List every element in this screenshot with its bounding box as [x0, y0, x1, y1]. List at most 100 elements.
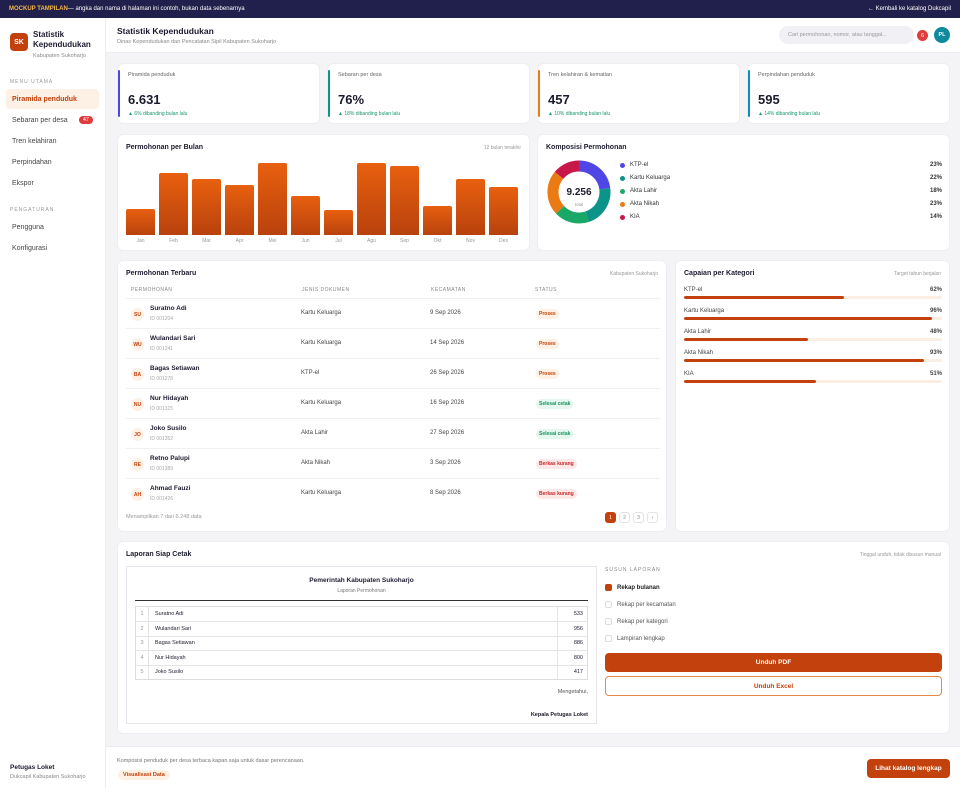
print-report-card: Laporan Siap Cetak Tinggal unduh, tidak …: [117, 541, 950, 734]
table-row[interactable]: AH Ahmad Fauzi ID 001426 Kartu Keluarga 8 Se…: [126, 478, 660, 508]
bar-mei[interactable]: [258, 163, 287, 235]
achievement-title: Capaian per Kategori: [684, 270, 755, 277]
bar-jan[interactable]: [126, 209, 155, 235]
table-row[interactable]: SU Suratno Adi ID 001204 Kartu Keluarga 9 Se…: [126, 298, 660, 328]
bar-column: [324, 163, 353, 235]
search-input[interactable]: Cari permohonan, nomor, atau tanggal...: [779, 26, 914, 44]
bar-jul[interactable]: [324, 209, 353, 235]
sidebar-item-perpindahan[interactable]: Perpindahan: [6, 152, 99, 172]
x-tick-label: Des: [499, 238, 508, 244]
report-acknowledge: Mengetahui,: [557, 689, 588, 695]
report-options-title: SUSUN LAPORAN: [605, 567, 661, 573]
x-tick-label: Mei: [268, 238, 277, 244]
donut-slice-akta-nikah[interactable]: [547, 171, 565, 214]
document-type: Akta Nikah: [301, 460, 331, 466]
stat-value: 457: [548, 92, 570, 107]
download-excel-button[interactable]: Unduh Excel: [605, 676, 942, 696]
stat-label: Sebaran per desa: [338, 72, 382, 78]
bar-agu[interactable]: [357, 163, 386, 235]
donut-slice-ktp-el[interactable]: [578, 160, 611, 190]
report-option[interactable]: Rekap per kecamatan: [605, 601, 676, 608]
stat-accent: [748, 70, 750, 117]
page-button[interactable]: 3: [633, 512, 644, 523]
status-badge: Selesai cetak: [536, 429, 574, 439]
checkbox[interactable]: [605, 618, 612, 625]
report-row-number: 5: [140, 669, 144, 676]
composition-card: Komposisi Permohonan 9.256 total KTP-el 2…: [537, 134, 950, 251]
report-row-number: 2: [140, 626, 144, 633]
bar-feb[interactable]: [159, 173, 188, 235]
report-subheading: Laporan Permohonan: [337, 588, 386, 594]
x-tick-label: Jun: [301, 238, 310, 244]
current-user: Petugas Loket Dukcapil Kabupaten Sukohar…: [10, 764, 86, 780]
avatar[interactable]: PL: [934, 27, 950, 43]
applicant-name: Bagas Setiawan: [150, 365, 200, 372]
sidebar-item-piramida[interactable]: Piramida penduduk: [6, 89, 99, 109]
sidebar-count-badge: 47: [78, 116, 93, 124]
page-button[interactable]: 2: [619, 512, 630, 523]
report-option[interactable]: Rekap bulanan: [605, 584, 660, 591]
bar-chart-x-axis: Jan Feb Mar Apr Mei Jun Jul Agu Sep Okt Nov Des: [126, 238, 518, 244]
progress-item: Akta Nikah 93%: [684, 350, 942, 362]
table-row[interactable]: NU Nur Hidayah ID 001315 Kartu Keluarga 16 S…: [126, 388, 660, 418]
applicant-id: ID 001426: [150, 496, 174, 502]
bar-nov[interactable]: [456, 178, 485, 235]
col-header: STATUS: [535, 287, 557, 293]
report-divider: [135, 600, 588, 601]
table-row[interactable]: JO Joko Susilo ID 001352 Akta Lahir 27 Sep 2…: [126, 418, 660, 448]
donut-slice-akta-lahir[interactable]: [556, 205, 589, 224]
row-avatar: AH: [131, 488, 144, 501]
sidebar-item-konfigurasi[interactable]: Konfigurasi: [6, 238, 99, 258]
applicant-name: Retno Palupi: [150, 455, 190, 462]
stat-card-tren[interactable]: Tren kelahiran & kematian 457 ▲ 10% diba…: [537, 63, 740, 124]
table-row[interactable]: RE Retno Palupi ID 001389 Akta Nikah 3 Sep 2…: [126, 448, 660, 478]
x-tick-label: Okt: [433, 238, 442, 244]
sidebar-item-tren[interactable]: Tren kelahiran: [6, 131, 99, 151]
report-option[interactable]: Lampiran lengkap: [605, 635, 665, 642]
report-row-number: 4: [140, 654, 144, 661]
table-row[interactable]: WU Wulandari Sari ID 001241 Kartu Keluarga 1…: [126, 328, 660, 358]
bar-apr[interactable]: [225, 184, 254, 235]
back-to-catalog-link[interactable]: ← Kembali ke katalog Dukcapil: [867, 6, 951, 12]
document-type: KTP-el: [301, 370, 320, 376]
sidebar-item-sebaran[interactable]: Sebaran per desa 47: [6, 110, 99, 130]
bar-jun[interactable]: [291, 196, 320, 235]
donut-slice-kia[interactable]: [554, 160, 580, 180]
sidebar-item-ekspor[interactable]: Ekspor: [6, 173, 99, 193]
applicant-name: Wulandari Sari: [150, 335, 196, 342]
table-row[interactable]: BA Bagas Setiawan ID 001278 KTP-el 26 Sep 20…: [126, 358, 660, 388]
stat-card-perpindahan[interactable]: Perpindahan penduduk 595 ▲ 14% dibanding…: [747, 63, 950, 124]
stat-value: 6.631: [128, 92, 161, 107]
view-catalog-button[interactable]: Lihat katalog lengkap: [867, 759, 950, 778]
request-date: 3 Sep 2026: [430, 460, 461, 466]
bar-des[interactable]: [489, 187, 518, 235]
footer-text: Komposisi penduduk per desa terbaca kapa…: [117, 758, 305, 764]
checkbox[interactable]: [605, 584, 612, 591]
x-tick-label: Mar: [202, 238, 211, 244]
sidebar-item-pengguna[interactable]: Pengguna: [6, 217, 99, 237]
stat-card-piramida[interactable]: Piramida penduduk 6.631 ▲ 6% dibanding b…: [117, 63, 320, 124]
next-page-button[interactable]: ›: [647, 512, 658, 523]
checkbox[interactable]: [605, 635, 612, 642]
stat-change: ▲ 6% dibanding bulan lalu: [128, 111, 188, 117]
bar-mar[interactable]: [192, 178, 221, 235]
user-unit: Dukcapil Kabupaten Sukoharjo: [10, 774, 86, 780]
page-button[interactable]: 1: [605, 512, 616, 523]
recent-requests-card: Permohonan Terbaru Kabupaten Sukoharjo P…: [117, 260, 667, 532]
bar-okt[interactable]: [423, 206, 452, 235]
row-avatar: RE: [131, 458, 144, 471]
progress-label: Akta Lahir: [684, 329, 712, 335]
donut-slice-kartu-keluarga[interactable]: [584, 188, 611, 222]
checkbox[interactable]: [605, 601, 612, 608]
report-option[interactable]: Rekap per kategori: [605, 618, 668, 625]
bar-sep[interactable]: [390, 165, 419, 235]
applicant-id: ID 001315: [150, 406, 174, 412]
pagination: 1 2 3 ›: [605, 512, 658, 523]
report-row: 4 Nur Hidayah 800: [136, 650, 587, 665]
col-header: JENIS DOKUMEN: [302, 287, 350, 293]
stat-card-sebaran[interactable]: Sebaran per desa 76% ▲ 18% dibanding bul…: [327, 63, 530, 124]
notification-badge[interactable]: 6: [917, 30, 928, 41]
stat-accent: [538, 70, 540, 117]
download-pdf-button[interactable]: Unduh PDF: [605, 653, 942, 672]
row-avatar: JO: [131, 428, 144, 441]
